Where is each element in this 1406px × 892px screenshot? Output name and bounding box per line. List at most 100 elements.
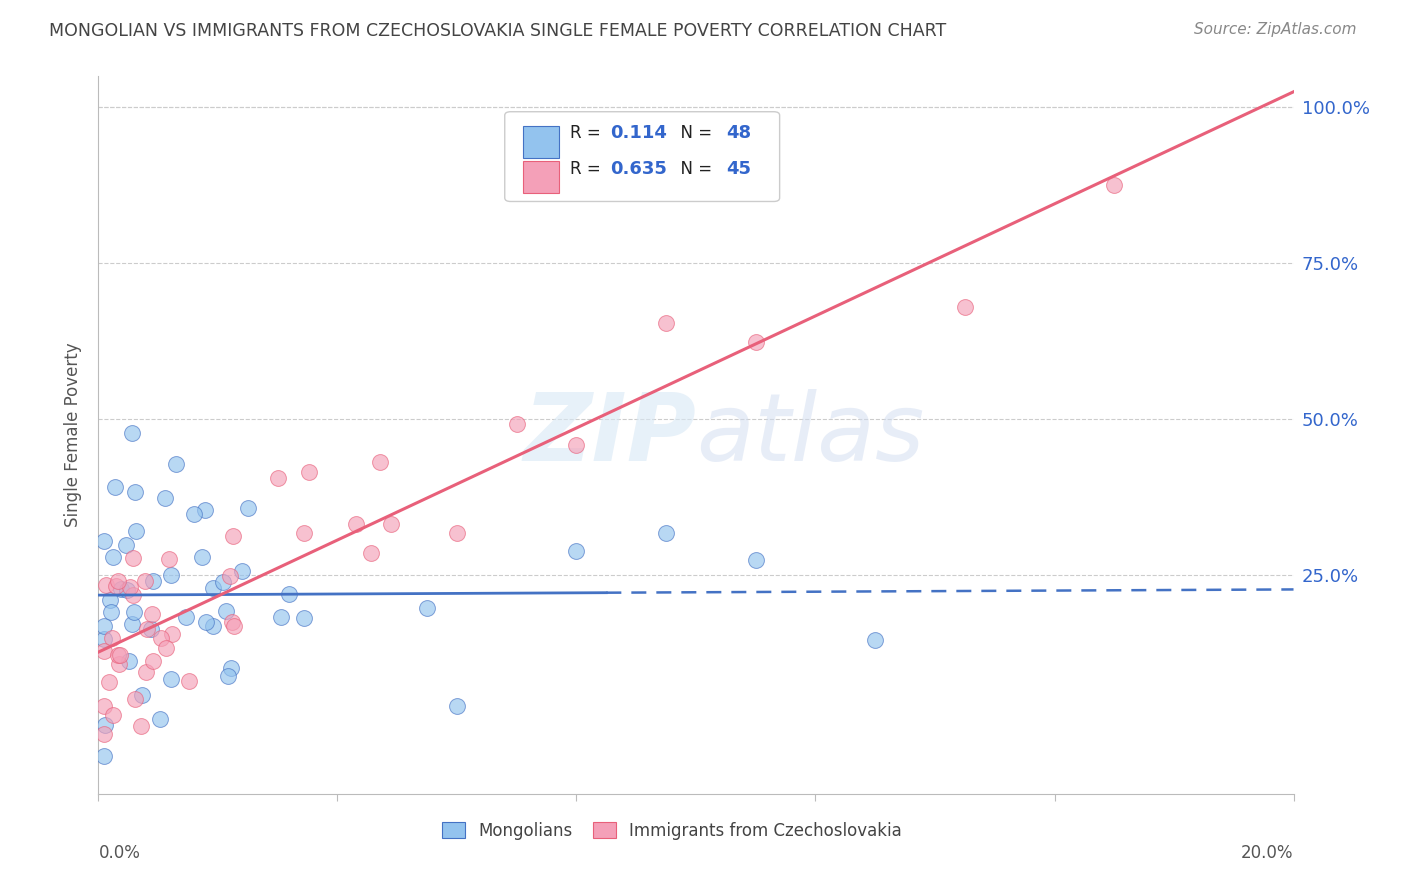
Point <box>136 622 159 636</box>
Point <box>135 665 157 680</box>
Point <box>103 708 125 723</box>
Point <box>565 543 588 558</box>
Point <box>93 618 115 632</box>
Point <box>115 582 138 597</box>
Point <box>121 425 143 440</box>
Text: R =: R = <box>571 124 606 142</box>
Point <box>221 615 243 630</box>
Point <box>117 654 139 668</box>
Point <box>141 607 163 622</box>
Point <box>153 491 176 506</box>
Point <box>94 718 117 732</box>
Point <box>231 564 253 578</box>
Point <box>655 525 678 540</box>
Point <box>183 507 205 521</box>
Point <box>124 691 146 706</box>
Point <box>267 471 290 485</box>
Point <box>202 619 225 633</box>
FancyBboxPatch shape <box>505 112 779 202</box>
Point <box>104 480 127 494</box>
Text: Source: ZipAtlas.com: Source: ZipAtlas.com <box>1194 22 1357 37</box>
Point <box>93 533 115 548</box>
Point <box>98 592 121 607</box>
Point <box>131 688 153 702</box>
Point <box>360 546 382 560</box>
Point <box>110 582 132 596</box>
Point <box>368 455 391 469</box>
Text: N =: N = <box>669 161 717 178</box>
Point <box>298 465 321 479</box>
Point <box>292 525 315 540</box>
Point <box>121 617 143 632</box>
Point <box>122 588 145 602</box>
Legend: Mongolians, Immigrants from Czechoslovakia: Mongolians, Immigrants from Czechoslovak… <box>436 815 908 847</box>
Point <box>446 525 468 540</box>
Point <box>149 712 172 726</box>
Point <box>155 640 177 655</box>
Point <box>141 622 163 636</box>
Point <box>865 632 887 647</box>
Point <box>416 601 439 615</box>
Point <box>344 516 367 531</box>
Point <box>129 719 152 733</box>
Point <box>142 574 165 588</box>
Text: MONGOLIAN VS IMMIGRANTS FROM CZECHOSLOVAKIA SINGLE FEMALE POVERTY CORRELATION CH: MONGOLIAN VS IMMIGRANTS FROM CZECHOSLOVA… <box>49 22 946 40</box>
Point <box>100 605 122 619</box>
Point <box>202 581 225 595</box>
Point <box>96 578 118 592</box>
Text: N =: N = <box>669 124 717 142</box>
Point <box>565 438 588 452</box>
Point <box>446 699 468 714</box>
Point <box>165 457 187 471</box>
Point <box>506 417 529 431</box>
Point <box>219 569 242 583</box>
Point <box>125 524 148 538</box>
Point <box>212 574 235 589</box>
Point <box>142 655 165 669</box>
Point <box>160 672 183 686</box>
Point <box>655 316 678 330</box>
Point <box>93 632 115 647</box>
Point <box>270 610 292 624</box>
Text: 0.114: 0.114 <box>610 124 666 142</box>
Point <box>122 551 145 566</box>
Point <box>215 604 238 618</box>
FancyBboxPatch shape <box>523 126 558 159</box>
Point <box>195 615 218 629</box>
Text: R =: R = <box>571 161 606 178</box>
Point <box>103 549 125 564</box>
Point <box>380 517 402 532</box>
Text: 48: 48 <box>725 124 751 142</box>
Point <box>159 568 181 582</box>
Text: ZIP: ZIP <box>523 389 696 481</box>
Point <box>93 644 115 658</box>
Text: 20.0%: 20.0% <box>1241 844 1294 863</box>
Point <box>745 553 768 567</box>
Point <box>115 538 138 552</box>
Point <box>122 605 145 619</box>
FancyBboxPatch shape <box>523 161 558 193</box>
Point <box>194 502 217 516</box>
Point <box>93 699 115 714</box>
Point <box>292 611 315 625</box>
Point <box>1104 178 1126 192</box>
Text: 0.0%: 0.0% <box>98 844 141 863</box>
Point <box>93 726 115 740</box>
Text: atlas: atlas <box>696 389 924 481</box>
Point <box>174 610 197 624</box>
Point <box>160 627 183 641</box>
Point <box>134 574 156 589</box>
Point <box>105 579 128 593</box>
Point <box>191 550 214 565</box>
Point <box>120 580 142 594</box>
Y-axis label: Single Female Poverty: Single Female Poverty <box>65 343 83 527</box>
Point <box>107 648 129 663</box>
Point <box>101 631 124 645</box>
Point <box>107 574 129 588</box>
Point <box>745 334 768 349</box>
Point <box>278 587 301 601</box>
Point <box>108 657 131 672</box>
Point <box>219 661 242 675</box>
Text: 45: 45 <box>725 161 751 178</box>
Point <box>150 631 173 645</box>
